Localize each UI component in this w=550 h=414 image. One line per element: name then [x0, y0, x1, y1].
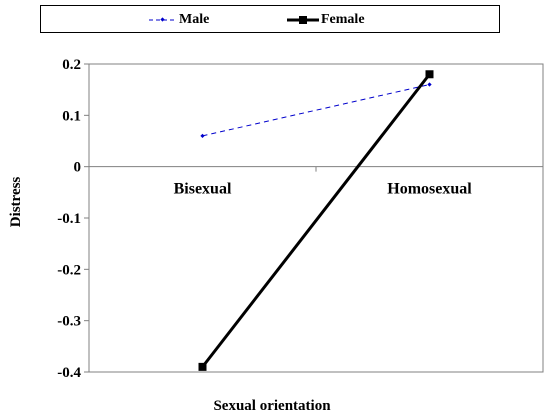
plot-area — [88, 63, 544, 373]
x-axis-label: Sexual orientation — [213, 398, 331, 414]
y-tick-label: 0.2 — [62, 57, 81, 73]
series-group — [198, 70, 434, 371]
legend-item-male: Male — [149, 6, 209, 34]
data-point-male — [427, 82, 432, 87]
y-axis-label: Distress — [8, 177, 24, 228]
data-point-male — [200, 133, 205, 138]
y-tick-label: 0.1 — [62, 108, 81, 124]
y-tick-label: -0.3 — [57, 314, 81, 330]
legend-male-swatch-icon — [149, 17, 177, 22]
series-line-female — [201, 73, 431, 368]
y-axis-ticks: 0.2 0.1 0 -0.1 -0.2 -0.3 -0.4 — [57, 57, 89, 381]
y-tick-label: -0.1 — [57, 211, 81, 227]
y-tick-label: -0.2 — [57, 262, 81, 278]
legend-male-label: Male — [179, 12, 210, 27]
legend: Male Female — [40, 5, 500, 33]
x-axis-categories: Bisexual Homosexual — [174, 166, 544, 198]
data-point-female — [198, 362, 207, 371]
series-line-male — [202, 84, 430, 137]
legend-female-label: Female — [321, 12, 365, 27]
data-point-female — [425, 70, 434, 79]
legend-female-swatch-icon — [287, 16, 319, 24]
x-category-label: Bisexual — [174, 181, 232, 198]
legend-item-female: Female — [287, 6, 365, 34]
x-category-label: Homosexual — [387, 181, 472, 198]
y-tick-label: -0.4 — [57, 365, 81, 381]
y-tick-label: 0 — [74, 160, 82, 176]
